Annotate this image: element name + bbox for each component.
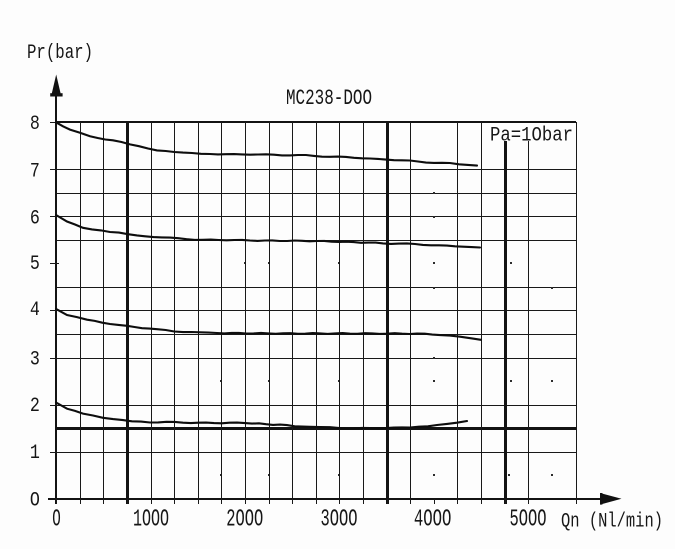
svg-text:O: O xyxy=(52,507,61,534)
svg-text:4: 4 xyxy=(30,299,40,322)
svg-text:8: 8 xyxy=(30,113,40,136)
svg-text:MC238-DOO: MC238-DOO xyxy=(286,86,372,111)
svg-text:O: O xyxy=(30,489,40,512)
svg-text:Pa=1Obar: Pa=1Obar xyxy=(490,125,573,148)
svg-text:7: 7 xyxy=(30,160,40,183)
svg-text:1: 1 xyxy=(30,442,40,465)
svg-text:3: 3 xyxy=(30,349,40,372)
svg-text:Pr(bar): Pr(bar) xyxy=(27,42,93,65)
svg-text:5: 5 xyxy=(30,253,40,276)
svg-text:1OOO: 1OOO xyxy=(133,507,169,534)
svg-text:5OOO: 5OOO xyxy=(510,507,547,534)
svg-text:2: 2 xyxy=(30,395,40,418)
svg-text:2OOO: 2OOO xyxy=(226,507,263,534)
svg-text:3OOO: 3OOO xyxy=(321,507,358,534)
svg-text:4OOO: 4OOO xyxy=(414,507,452,534)
svg-text:6: 6 xyxy=(30,207,40,230)
svg-text:Qn (Nl/min): Qn (Nl/min) xyxy=(561,510,663,533)
